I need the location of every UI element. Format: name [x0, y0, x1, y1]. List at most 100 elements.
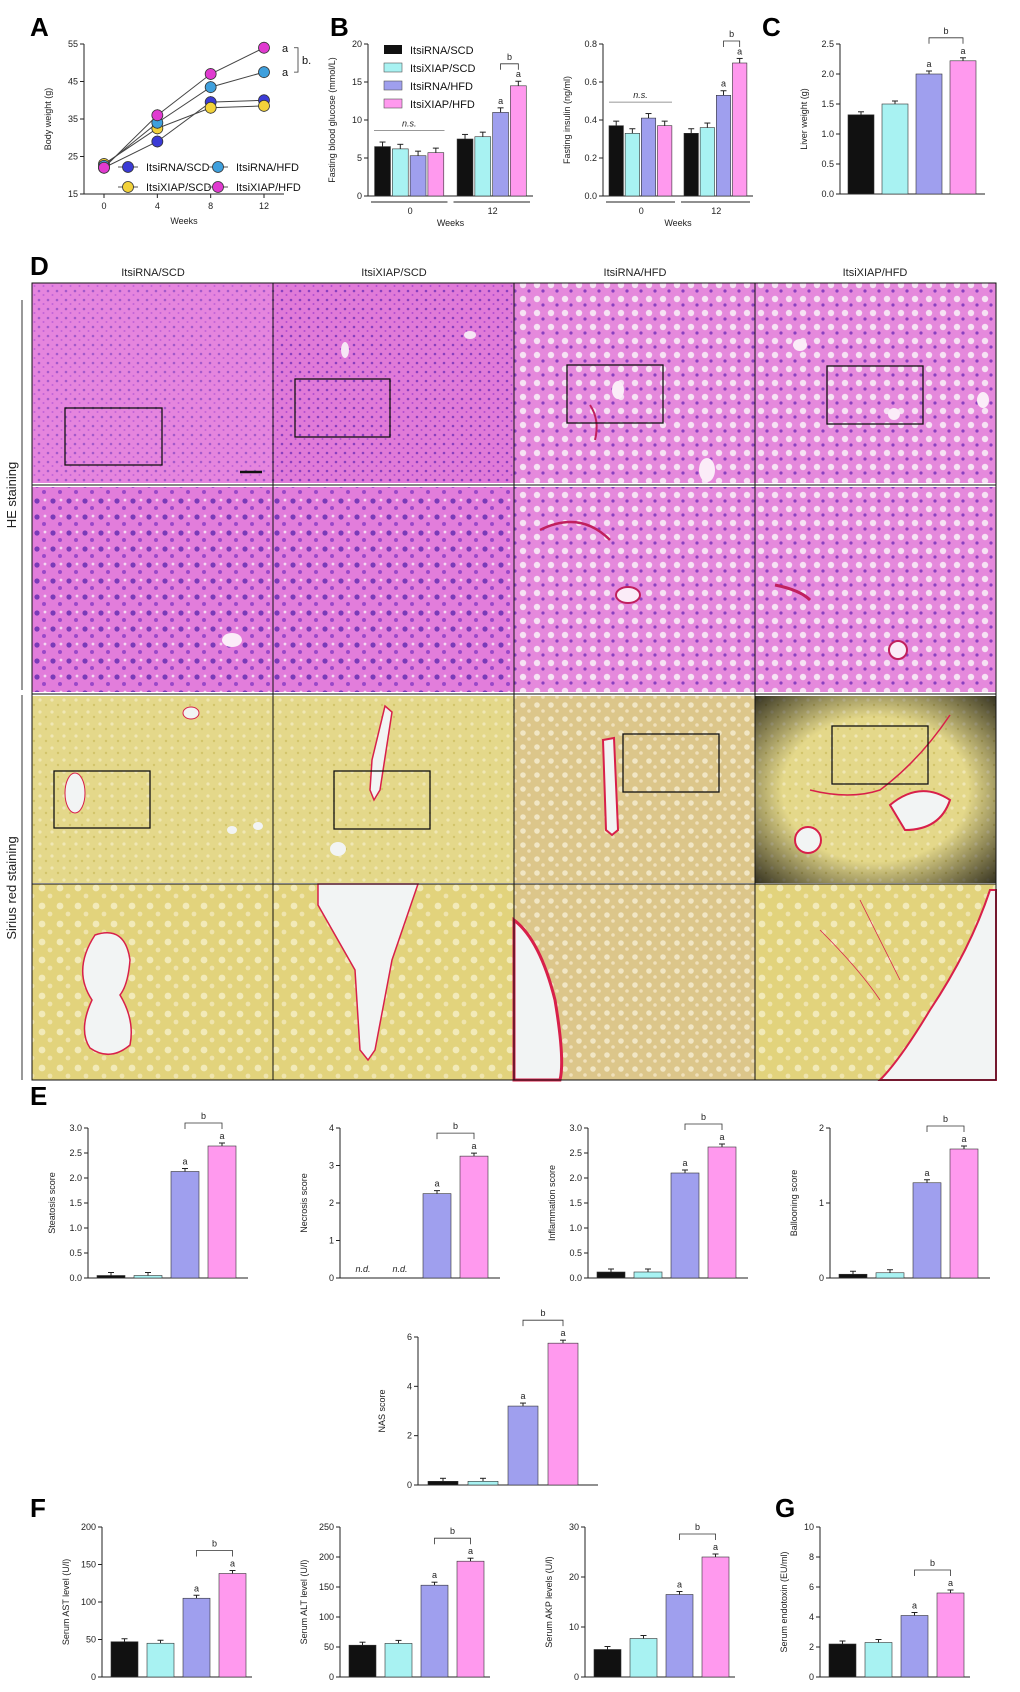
- bar-itsirna-hfd: [915, 73, 943, 195]
- significance-bracket: [684, 1123, 723, 1130]
- y-tick-label: 2: [329, 1198, 334, 1208]
- bar-itsirna-hfd: [409, 155, 427, 197]
- y-tick-label: 150: [319, 1582, 334, 1592]
- row-label-he-staining: HE staining: [4, 462, 19, 528]
- y-tick-label: 1: [329, 1236, 334, 1246]
- legend-panel-a: ItsiRNA/SCD ItsiXIAP/SCD ItsiRNA/HFD Its…: [118, 161, 301, 194]
- significance-bracket: [926, 1125, 965, 1132]
- data-point: [258, 99, 270, 112]
- y-tick-label: 15: [68, 189, 78, 199]
- bar-itsirna-hfd: [716, 95, 732, 197]
- y-axis-label: Fasting insulin (ng/ml): [562, 76, 572, 164]
- significance-label: a: [560, 1328, 565, 1338]
- bar-itsixiap-scd: [629, 1638, 658, 1678]
- y-tick-label: 0.5: [569, 1248, 582, 1258]
- y-tick-label: 2: [819, 1123, 824, 1133]
- x-tick-label: 0: [101, 201, 106, 211]
- chart-akp: 0 10 20 30 Serum AKP levels (U/l) a a b: [544, 1522, 735, 1682]
- y-tick-label: 35: [68, 114, 78, 124]
- significance-label: a: [219, 1131, 224, 1141]
- panel-label-d: D: [30, 251, 49, 281]
- legend-marker-itsirna-scd: [122, 161, 134, 173]
- data-point: [204, 81, 217, 94]
- significance-label: a: [468, 1546, 473, 1556]
- bar-itsirna-hfd: [170, 1171, 200, 1279]
- bar-itsixiap-scd: [875, 1272, 905, 1279]
- significance-label: b: [943, 1114, 948, 1124]
- y-tick-label: 3.0: [569, 1123, 582, 1133]
- bar-itsirna-hfd: [492, 112, 509, 197]
- y-tick-label: 10: [352, 115, 362, 125]
- legend-panel-b: ItsiRNA/SCD ItsiXIAP/SCD ItsiRNA/HFD Its…: [383, 45, 475, 111]
- y-axis-label: Serum ALT level (U/l): [299, 1560, 309, 1645]
- legend-label-b-itsixiap-hfd: ItsiXIAP/HFD: [410, 99, 475, 111]
- x-axis-label: Weeks: [664, 218, 692, 228]
- y-tick-label: 0.2: [584, 153, 597, 163]
- significance-label: a: [520, 1391, 525, 1401]
- y-tick-label: 6: [407, 1332, 412, 1342]
- data-point: [258, 66, 270, 79]
- significance-bracket: [914, 1569, 951, 1576]
- y-tick-label: 0: [329, 1273, 334, 1283]
- bar-itsixiap-hfd: [207, 1145, 237, 1279]
- y-tick-label: 0: [357, 191, 362, 201]
- significance-label: a: [194, 1583, 199, 1593]
- bar-itsirna-scd: [593, 1649, 622, 1678]
- significance-label: a: [434, 1179, 439, 1189]
- he-overview-itsixiap-scd: [273, 283, 514, 483]
- legend-label-itsixiap-hfd: ItsiXIAP/HFD: [236, 182, 301, 194]
- y-tick-label: 1.5: [821, 99, 834, 109]
- y-tick-label: 0.0: [69, 1273, 82, 1283]
- he-overview-itsirna-scd: [32, 283, 273, 483]
- ns-label: n.s.: [633, 90, 648, 100]
- data-point: [258, 41, 270, 54]
- y-axis-label: Body weight (g): [43, 88, 53, 151]
- y-tick-label: 1.5: [569, 1198, 582, 1208]
- significance-label: a: [682, 1158, 687, 1168]
- significance-label: a: [924, 1168, 929, 1178]
- bar-itsirna-scd: [608, 125, 624, 197]
- y-axis-label: Serum endotoxin (EU/ml): [779, 1551, 789, 1652]
- y-tick-label: 10: [804, 1522, 814, 1532]
- bar-itsixiap-hfd: [732, 62, 748, 197]
- legend-label-b-itsirna-hfd: ItsiRNA/HFD: [410, 81, 473, 93]
- significance-label: b: [201, 1111, 206, 1121]
- series-line: [103, 105, 265, 165]
- significance-label: a: [282, 67, 289, 79]
- bar-itsixiap-hfd: [547, 1342, 579, 1486]
- chart-fasting-insulin: 0.0 0.2 0.4 0.6 0.8 Fasting insulin (ng/ml) 0 1…: [562, 29, 753, 228]
- significance-bracket: [294, 47, 299, 73]
- y-tick-label: 2.5: [821, 39, 834, 49]
- y-tick-label: 2.0: [569, 1173, 582, 1183]
- chart-nas: 0 2 4 6 NAS score a a b: [377, 1308, 598, 1490]
- bar-itsixiap-hfd: [510, 85, 527, 197]
- y-tick-label: 3: [329, 1161, 334, 1171]
- he-overview-itsixiap-hfd: [755, 283, 996, 483]
- chart-necrosis: 0 1 2 3 4 Necrosis score n.d. n.d. a a b: [299, 1121, 500, 1283]
- y-tick-label: 4: [809, 1612, 814, 1622]
- significance-label: a: [721, 79, 726, 89]
- bar-itsixiap-hfd: [459, 1155, 489, 1279]
- y-tick-label: 2.5: [69, 1148, 82, 1158]
- y-tick-label: 1.0: [821, 129, 834, 139]
- legend-label-b-itsirna-scd: ItsiRNA/SCD: [410, 45, 474, 57]
- bar-itsixiap-hfd: [701, 1556, 730, 1678]
- x-tick-label: 12: [488, 206, 498, 216]
- y-tick-label: 0.5: [69, 1248, 82, 1258]
- y-axis-label: Ballooning score: [789, 1170, 799, 1237]
- series-line: [103, 99, 265, 169]
- bar-itsixiap-scd: [146, 1642, 175, 1678]
- bar-itsirna-hfd: [507, 1405, 539, 1486]
- data-point: [151, 135, 164, 148]
- y-tick-label: 0: [329, 1672, 334, 1682]
- bar-itsixiap-hfd: [949, 1148, 979, 1279]
- chart-fasting-glucose: 0 5 10 15 20 Fasting blood glucose (mmol/L) 0 1…: [327, 39, 533, 228]
- y-tick-label: 20: [569, 1572, 579, 1582]
- y-tick-label: 20: [352, 39, 362, 49]
- panel-label-b: B: [330, 12, 349, 42]
- y-axis-label: Necrosis score: [299, 1173, 309, 1233]
- series-line: [103, 71, 265, 167]
- bar-itsirna-scd: [838, 1273, 868, 1279]
- chart-liver-weight: 0.0 0.5 1.0 1.5 2.0 2.5 Liver weight (g) a a b: [799, 26, 985, 199]
